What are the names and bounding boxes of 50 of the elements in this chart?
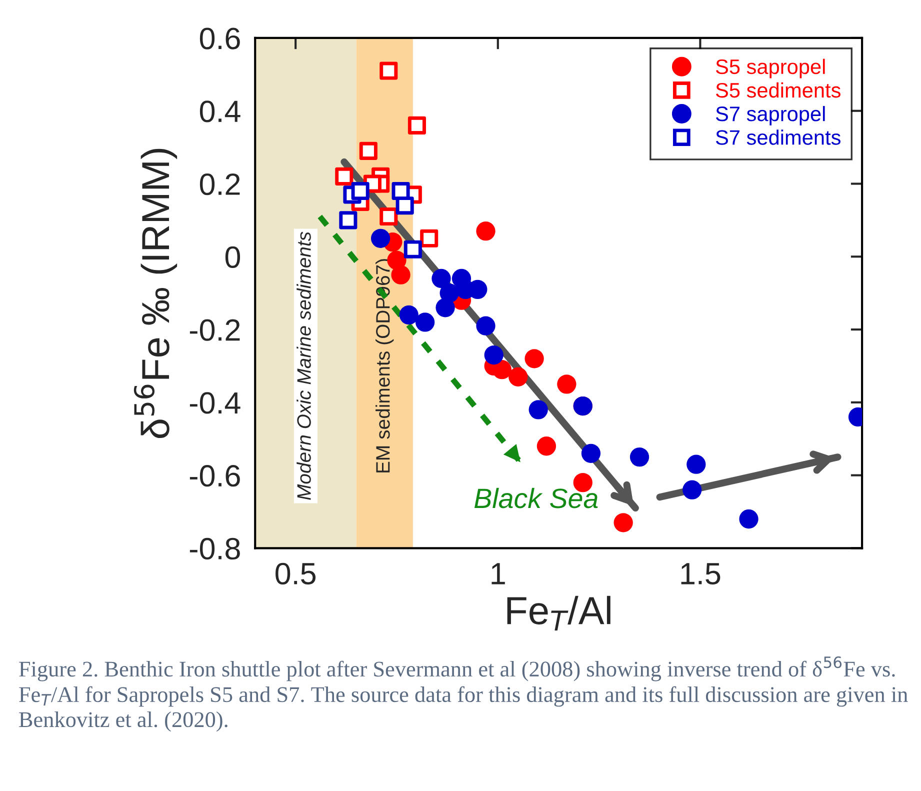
y-tick-label: -0.6 [190,465,240,487]
point [351,182,370,200]
point [396,196,414,215]
point [404,240,422,258]
text: Figure 2. Benthic Iron shuttle plot after Severmann et al (2008) showing inverse trend of δ$^{56}$Fe vs. Fe$_{T}$/Al for Sapropels S5 and S7. The source data for this diagram and its full discussion are given in Benkovitz et al. (2020). [19,656,908,732]
point [420,229,438,248]
y-tick-label: -0.8 [190,538,240,560]
legend-label: S5 sapropel [716,58,825,78]
point [415,312,435,332]
point [739,509,758,529]
point [370,228,390,248]
point [536,436,556,456]
y-tick-label: 0.4 [200,100,240,122]
point [380,62,398,80]
point [524,349,544,368]
legend-label: S7 sediments [716,130,840,145]
band-label: Modern Oxic Marine sediments [296,232,311,500]
point [484,345,504,365]
point [476,222,496,241]
point [508,367,528,386]
annotation: Black Sea [474,488,598,508]
y-tick-label: -0.2 [190,319,240,341]
legend-label: S5 sediments [716,82,840,98]
point [408,116,426,134]
x-tick-label: 1.5 [681,563,720,584]
x-tick-label: 0.5 [276,562,316,584]
point [528,400,548,420]
point [476,316,496,336]
x-axis-title: Fe$_{T}$/Al [507,596,610,630]
point [492,360,512,380]
y-tick-label: 0.2 [200,173,240,196]
point [630,447,650,467]
y-tick-label: 0.6 [200,28,240,50]
point [335,167,354,186]
point [339,211,358,230]
point [557,374,576,394]
y-axis-title: δ$^{56}$Fe ‰ (IRMM) [134,148,178,438]
legend-label: S7 sapropel [716,106,825,126]
point [581,444,601,463]
point [686,454,706,474]
point [380,208,398,226]
y-tick-label: 0 [225,246,240,268]
point [436,298,455,318]
point [399,305,418,325]
point [614,513,633,532]
x-tick-label: 1 [492,563,505,584]
point [682,480,702,500]
point [432,268,451,288]
point [359,142,378,160]
y-tick-label: -0.4 [190,392,240,414]
